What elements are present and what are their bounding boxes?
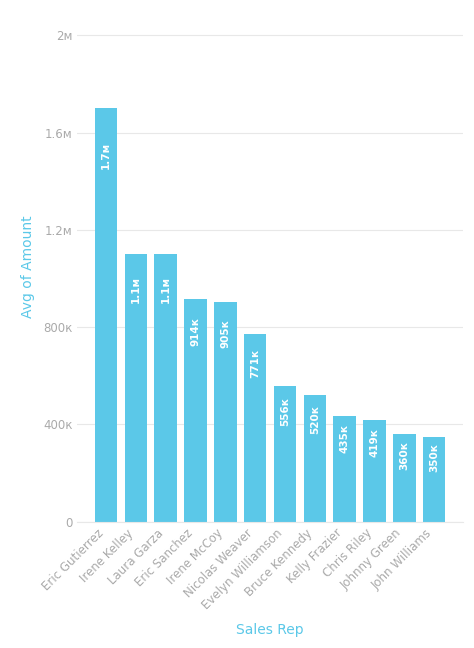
Text: 419к: 419к [370,428,380,457]
Text: 520к: 520к [310,405,320,434]
Bar [184,299,207,522]
Bar [125,254,147,522]
Y-axis label: Avg of Amount: Avg of Amount [20,215,35,318]
Text: 350к: 350к [429,443,439,472]
Text: 1.1м: 1.1м [161,275,171,303]
Text: 771к: 771к [250,349,260,378]
Bar [155,254,177,522]
Bar [363,420,386,522]
Text: 435к: 435к [340,424,350,454]
Text: 556к: 556к [280,397,290,426]
Text: 914к: 914к [191,318,201,346]
X-axis label: Sales Rep: Sales Rep [236,623,304,637]
Bar [244,334,266,522]
Bar [334,416,356,522]
Bar [274,386,296,522]
Text: 1.1м: 1.1м [131,275,141,303]
Bar [214,301,237,522]
Bar [393,434,416,522]
Text: 905к: 905к [220,319,230,348]
Bar [95,108,117,522]
Bar [423,437,446,522]
Text: 1.7м: 1.7м [101,141,111,168]
Text: 360к: 360к [399,441,410,470]
Bar [304,395,326,522]
